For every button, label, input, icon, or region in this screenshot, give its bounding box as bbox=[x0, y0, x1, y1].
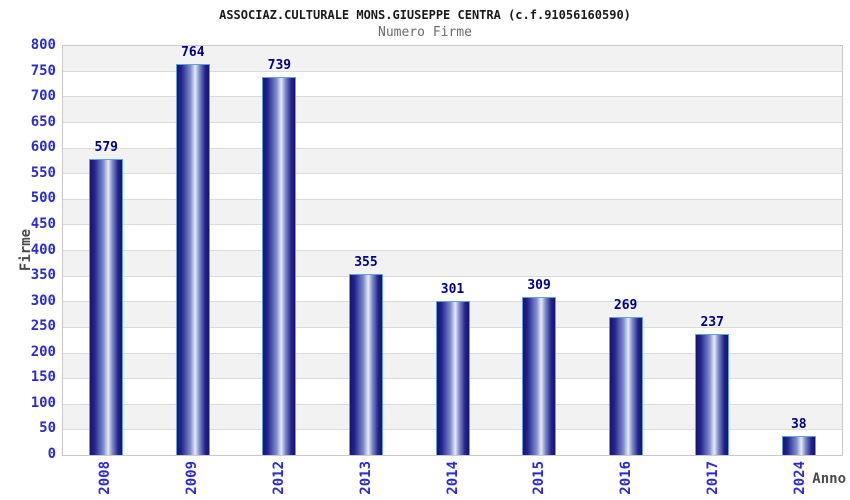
chart-subtitle: Numero Firme bbox=[378, 25, 472, 40]
bar-2009 bbox=[175, 64, 210, 455]
bar-value-label: 237 bbox=[700, 315, 724, 330]
bar-2013 bbox=[348, 274, 383, 455]
bar-2016 bbox=[608, 317, 643, 455]
x-tick-label: 2014 bbox=[444, 461, 461, 495]
bar-slot: 38 bbox=[756, 46, 843, 455]
y-tick-label: 200 bbox=[30, 343, 56, 360]
x-tick-slot: 2008 bbox=[62, 461, 149, 499]
bar-slot: 764 bbox=[150, 46, 237, 455]
bar-value-label: 355 bbox=[354, 255, 378, 270]
x-axis-ticks: 2008 2009 2012 2013 2014 2015 2016 2017 2024 bbox=[62, 461, 843, 499]
bar-slot: 237 bbox=[669, 46, 756, 455]
bar-value-label: 739 bbox=[267, 58, 292, 73]
bar-slot: 269 bbox=[582, 46, 669, 455]
chart-title: ASSOCIAZ.CULTURALE MONS.GIUSEPPE CENTRA … bbox=[219, 8, 631, 22]
bar-slot: 309 bbox=[496, 46, 583, 455]
bar-value-label: 579 bbox=[94, 140, 119, 155]
y-tick-label: 250 bbox=[30, 318, 56, 335]
y-axis-title-text: Firme bbox=[18, 228, 34, 272]
bar-2017 bbox=[695, 334, 730, 455]
x-tick-slot: 2014 bbox=[409, 461, 496, 499]
bar-2024 bbox=[781, 436, 816, 455]
x-tick-slot: 2013 bbox=[322, 461, 409, 499]
y-tick-label: 350 bbox=[30, 267, 56, 284]
bar-2012 bbox=[262, 77, 297, 455]
y-tick-label: 300 bbox=[30, 292, 56, 309]
x-tick-label: 2009 bbox=[184, 461, 201, 495]
y-tick-label: 150 bbox=[30, 369, 56, 386]
y-tick-label: 450 bbox=[30, 215, 56, 232]
y-tick-label: 550 bbox=[30, 164, 56, 181]
y-tick-label: 0 bbox=[47, 446, 56, 462]
bar-value-label: 309 bbox=[527, 278, 551, 293]
x-tick-label: 2008 bbox=[97, 461, 114, 495]
bars-layer: 579 764 739 355 301 309 269 237 38 bbox=[63, 46, 842, 455]
x-tick-label: 2012 bbox=[270, 461, 287, 495]
y-tick-label: 600 bbox=[30, 139, 56, 156]
y-tick-label: 50 bbox=[39, 420, 56, 437]
x-tick-slot: 2012 bbox=[236, 461, 323, 499]
bar-slot: 579 bbox=[63, 46, 150, 455]
x-tick-label: 2015 bbox=[531, 461, 548, 495]
x-tick-slot: 2015 bbox=[496, 461, 583, 499]
bar-value-label: 38 bbox=[790, 417, 807, 432]
bar-value-label: 764 bbox=[181, 45, 205, 60]
y-axis-title: Firme bbox=[18, 229, 34, 271]
y-tick-label: 400 bbox=[30, 241, 56, 258]
bar-2015 bbox=[522, 297, 557, 455]
bar-2014 bbox=[435, 301, 470, 455]
y-tick-label: 500 bbox=[30, 190, 56, 207]
x-tick-label: 2017 bbox=[704, 461, 721, 495]
x-tick-slot: 2016 bbox=[583, 461, 670, 499]
x-tick-slot: 2009 bbox=[149, 461, 236, 499]
y-tick-label: 650 bbox=[30, 113, 56, 130]
bar-slot: 739 bbox=[236, 46, 323, 455]
bar-slot: 355 bbox=[323, 46, 410, 455]
x-tick-slot: 2017 bbox=[669, 461, 756, 499]
x-tick-label: 2016 bbox=[618, 461, 635, 495]
bar-slot: 301 bbox=[409, 46, 496, 455]
y-tick-label: 800 bbox=[30, 37, 56, 53]
x-axis-title: Anno bbox=[812, 471, 846, 487]
bar-value-label: 301 bbox=[440, 282, 465, 297]
plot-area: 579 764 739 355 301 309 269 237 38 bbox=[62, 45, 843, 456]
x-tick-label: 2024 bbox=[791, 461, 808, 495]
y-tick-label: 700 bbox=[30, 88, 56, 105]
bar-value-label: 269 bbox=[613, 298, 638, 313]
bar-2008 bbox=[89, 159, 124, 455]
y-tick-label: 750 bbox=[30, 62, 56, 79]
x-tick-label: 2013 bbox=[357, 461, 374, 495]
y-tick-label: 100 bbox=[30, 394, 56, 411]
